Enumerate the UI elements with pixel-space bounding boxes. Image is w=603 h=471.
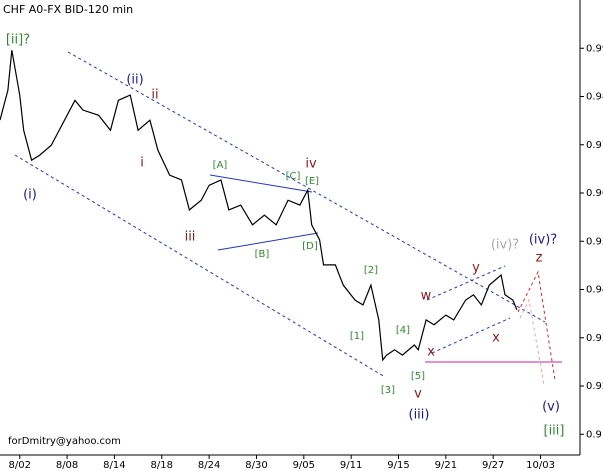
- wave-label: z: [536, 251, 543, 266]
- x-tick-label: 10/03: [526, 460, 555, 471]
- y-tick-label: 0.940: [586, 285, 603, 296]
- wave-label: [2]: [364, 265, 378, 276]
- forecast-alt: [519, 298, 545, 386]
- price-line: [0, 50, 518, 362]
- wave-label: (iv)?: [491, 238, 519, 253]
- wave-label: [1]: [350, 331, 364, 342]
- wave-label: x: [492, 331, 500, 346]
- x-tick-label: 8/24: [198, 460, 220, 471]
- wave-label: y: [472, 261, 480, 276]
- wave-label: [3]: [381, 385, 395, 396]
- channel-upper: [67, 51, 546, 323]
- wave-label: i: [140, 156, 144, 171]
- channel-lower: [14, 154, 386, 378]
- y-tick-label: 0.920: [586, 381, 603, 392]
- wave-label: (ii): [126, 73, 143, 88]
- footer: forDmitry@yahoo.com: [8, 436, 121, 447]
- wave-label: [4]: [396, 325, 410, 336]
- wave-label: iii: [185, 230, 196, 245]
- wave-label: [D]: [302, 241, 318, 252]
- x-tick-label: 8/30: [245, 460, 267, 471]
- wave-label: [5]: [411, 371, 425, 382]
- triangle-upper: [209, 174, 313, 193]
- x-tick-label: 9/21: [435, 460, 457, 471]
- x-tick-label: 8/14: [103, 460, 125, 471]
- y-tick-label: 0.980: [586, 92, 603, 103]
- wave-label: (iv)?: [529, 233, 557, 248]
- triangle-lower: [217, 232, 319, 251]
- wave-label: w: [421, 289, 432, 304]
- wave-label: (iii): [409, 408, 430, 423]
- wave-label: x: [427, 345, 435, 360]
- x-tick-label: 8/02: [8, 460, 30, 471]
- wave-lines: [14, 51, 562, 386]
- forecast-main: [517, 270, 556, 381]
- wave-label: [ii]?: [6, 33, 30, 48]
- wave-label: (i): [23, 188, 37, 203]
- x-tick-label: 9/11: [340, 460, 362, 471]
- x-tick-label: 9/05: [293, 460, 315, 471]
- y-tick-label: 0.960: [586, 188, 603, 199]
- wave-label: (v): [542, 400, 560, 415]
- wave-label: [B]: [255, 249, 270, 260]
- y-tick-label: 0.930: [586, 333, 603, 344]
- chart-title: CHF A0-FX BID-120 min: [3, 3, 133, 16]
- x-tick-label: 8/18: [151, 460, 173, 471]
- wedge-lower: [431, 317, 511, 354]
- wave-label: iv: [305, 157, 317, 172]
- y-tick-label: 0.910: [586, 429, 603, 440]
- wave-label: v: [414, 387, 422, 402]
- y-tick-label: 0.970: [586, 140, 603, 151]
- wave-label: [iii]: [544, 424, 565, 439]
- wave-label: [A]: [213, 160, 228, 171]
- x-tick-label: 9/27: [482, 460, 504, 471]
- x-tick-label: 9/15: [387, 460, 409, 471]
- y-tick-label: 0.950: [586, 236, 603, 247]
- y-tick-label: 0.990: [586, 43, 603, 54]
- wedge-upper: [426, 265, 506, 301]
- x-tick-label: 8/08: [56, 460, 78, 471]
- wave-label: [E]: [305, 176, 319, 187]
- wave-label: ii: [151, 88, 158, 103]
- wave-label: [C]: [286, 171, 301, 182]
